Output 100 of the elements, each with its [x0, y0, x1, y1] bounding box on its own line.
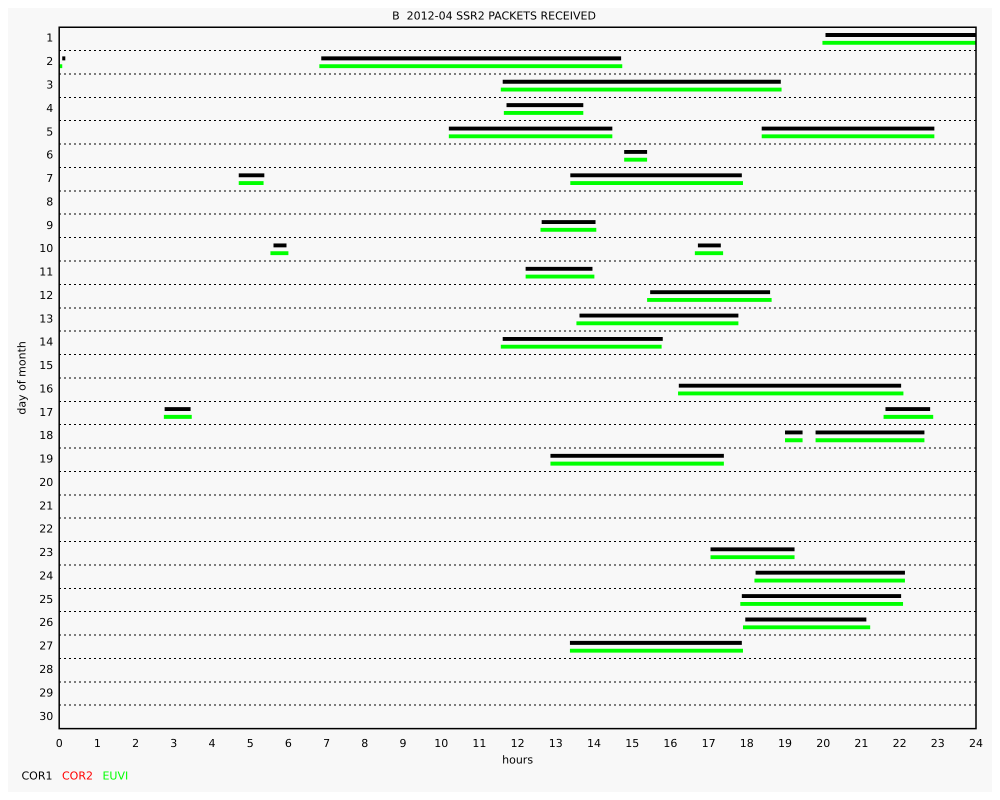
y-tick-label: 5 [46, 125, 54, 138]
x-tick-label: 4 [208, 737, 216, 750]
bar [885, 407, 930, 412]
bar [678, 384, 902, 388]
bar [576, 321, 738, 326]
bar [756, 570, 905, 575]
y-tick-label: 26 [39, 616, 54, 630]
y-axis-title: day of month [15, 341, 28, 415]
x-tick-label: 24 [969, 737, 983, 750]
bar [762, 134, 934, 138]
bar [884, 414, 934, 419]
bar [740, 602, 904, 606]
y-tick-label: 16 [39, 382, 54, 396]
bar [238, 173, 264, 178]
y-tick-label: 24 [39, 569, 54, 582]
y-tick-label: 28 [39, 663, 54, 676]
x-tick-label: 13 [548, 737, 563, 750]
y-tick-label: 11 [39, 266, 54, 279]
y-tick-label: 21 [39, 499, 54, 512]
bar [238, 181, 264, 186]
bar [785, 430, 803, 434]
y-tick-label: 3 [46, 78, 54, 92]
bar [745, 618, 866, 622]
x-tick-label: 7 [323, 737, 330, 750]
y-tick-label: 22 [39, 522, 54, 536]
bar [542, 220, 596, 224]
bar [270, 251, 288, 256]
bar [742, 625, 870, 630]
bar [502, 80, 781, 84]
y-tick-label: 20 [39, 476, 54, 489]
bar [624, 158, 648, 162]
bar [822, 40, 976, 45]
x-tick-label: 5 [246, 737, 254, 750]
bar [540, 228, 596, 232]
x-tick-label: 21 [854, 737, 868, 750]
bar [762, 126, 934, 130]
bar [742, 594, 902, 598]
bar [500, 344, 662, 349]
x-tick-label: 16 [663, 737, 678, 750]
bar [570, 173, 742, 178]
chart-title: B 2012-04 SSR2 PACKETS RECEIVED [392, 9, 596, 22]
bar [816, 438, 924, 442]
y-tick-label: 9 [46, 218, 54, 232]
x-axis-title: hours [502, 753, 534, 766]
y-tick-label: 1 [46, 32, 54, 45]
bar [448, 126, 612, 130]
bar [698, 243, 721, 248]
y-tick-label: 19 [39, 452, 54, 466]
bar [579, 314, 738, 318]
bar [502, 336, 663, 341]
bar [816, 430, 924, 434]
x-tick-label: 10 [434, 737, 448, 750]
x-tick-label: 12 [510, 737, 525, 750]
bar [274, 243, 286, 248]
y-tick-label: 30 [39, 710, 54, 723]
bar [319, 64, 622, 68]
x-tick-label: 1 [94, 737, 101, 750]
y-tick-label: 13 [39, 312, 54, 326]
y-tick-label: 25 [39, 592, 54, 606]
x-tick-label: 18 [740, 737, 754, 750]
bar [570, 181, 743, 186]
bar [526, 266, 592, 271]
y-tick-label: 23 [39, 546, 54, 560]
bar [321, 56, 622, 60]
y-tick-label: 29 [39, 686, 54, 700]
bar [710, 555, 795, 560]
bar [550, 454, 724, 458]
legend-label: COR2 [62, 769, 93, 782]
text: EUVI [102, 769, 128, 782]
bar [526, 274, 594, 279]
x-tick-label: 6 [284, 737, 292, 750]
bar [650, 290, 770, 294]
y-tick-label: 6 [46, 148, 54, 162]
bar [164, 407, 191, 412]
bar [710, 547, 795, 552]
bar [506, 103, 584, 108]
bar [570, 640, 742, 645]
text: COR1 [22, 769, 52, 782]
x-tick-label: 0 [56, 737, 63, 750]
x-tick-label: 14 [587, 737, 601, 750]
y-tick-label: 7 [46, 172, 54, 186]
y-tick-label: 27 [39, 640, 54, 653]
x-tick-label: 11 [472, 737, 486, 750]
y-tick-label: 2 [46, 55, 54, 68]
x-tick-label: 3 [170, 737, 178, 750]
y-tick-label: 4 [46, 102, 54, 115]
y-tick-label: 15 [39, 359, 54, 372]
y-tick-label: 8 [46, 195, 54, 208]
y-tick-label: 12 [39, 288, 54, 302]
x-tick-label: 17 [702, 737, 716, 750]
y-tick-label: 14 [39, 336, 54, 349]
bar [550, 462, 724, 466]
y-tick-label: 18 [39, 429, 54, 442]
bar [570, 648, 743, 653]
x-tick-label: 2 [132, 737, 140, 750]
bar [624, 150, 648, 154]
bar [500, 88, 782, 92]
bar [504, 110, 584, 115]
bar [62, 56, 66, 60]
y-tick-label: 17 [39, 406, 54, 419]
